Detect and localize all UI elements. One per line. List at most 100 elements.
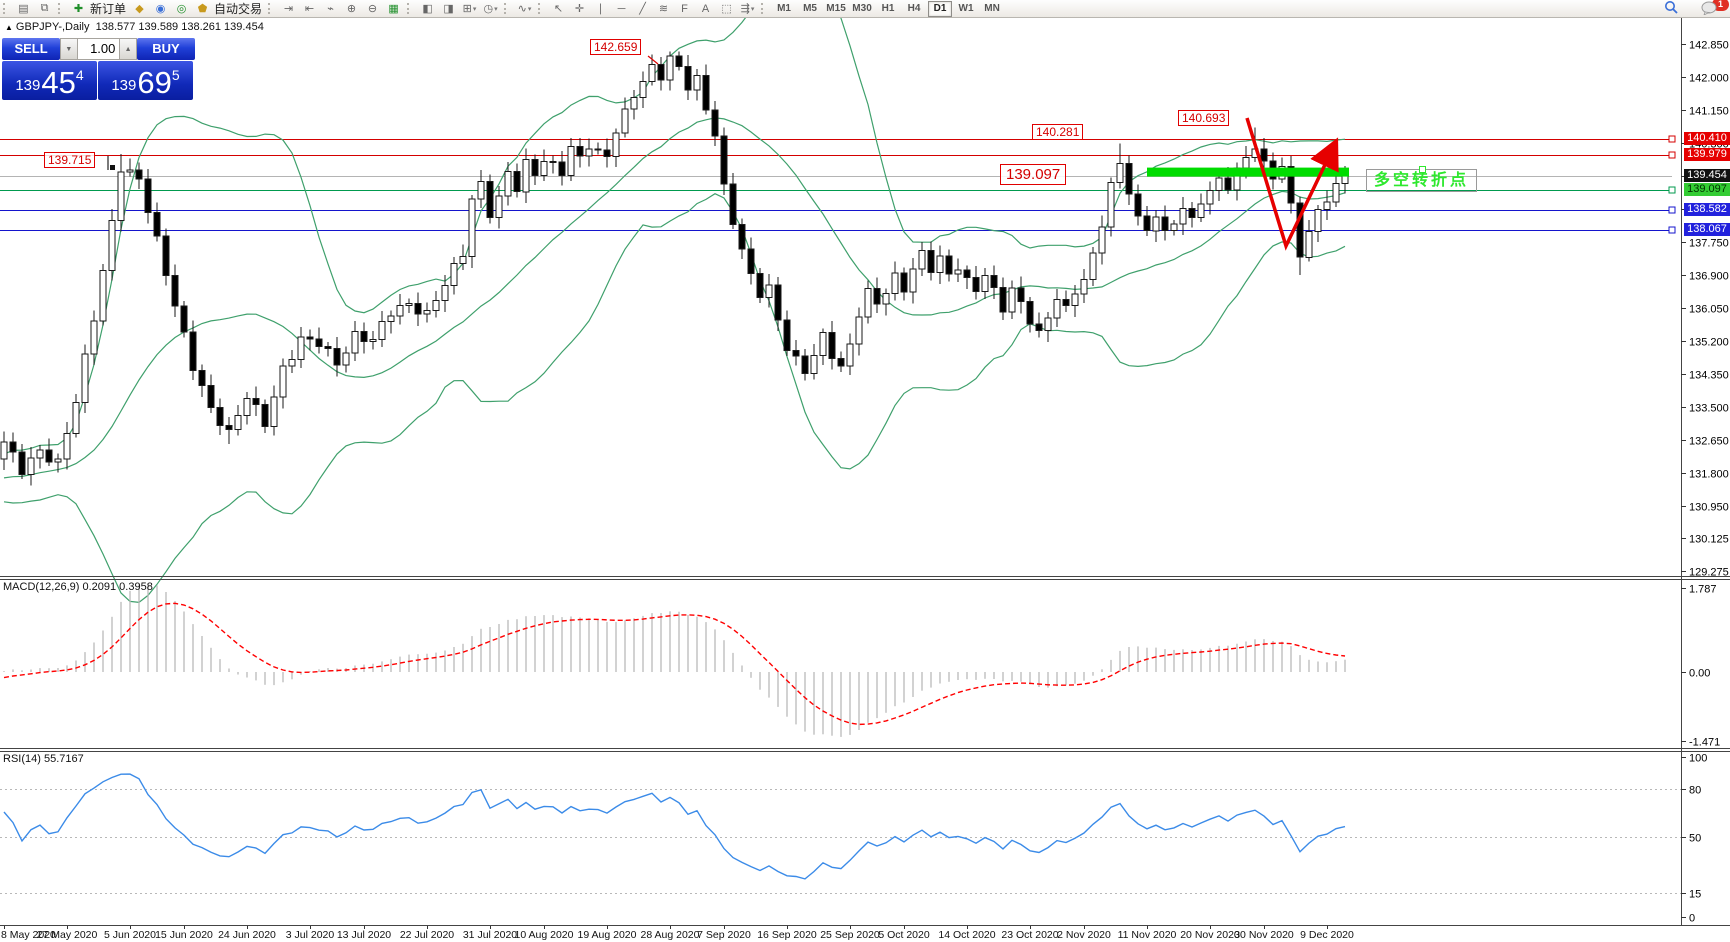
buy-button[interactable]: BUY (136, 38, 195, 60)
candles-layer (0, 51, 1349, 486)
chinese-text-annotation[interactable]: 多空转折点 (1366, 166, 1478, 192)
svg-text:5 Jun 2020: 5 Jun 2020 (104, 929, 156, 941)
svg-text:20 Nov 2020: 20 Nov 2020 (1180, 929, 1240, 941)
periods-menu-icon[interactable]: ◷ ▾ (483, 3, 498, 15)
chart-symbol-title: ▲ GBPJPY-,Daily 138.577 139.589 138.261 1… (5, 21, 264, 33)
svg-text:136.050: 136.050 (1689, 304, 1729, 316)
expert-advisors-icon[interactable]: ◉ (155, 3, 166, 15)
price-tag-138.067: 138.067 (1684, 223, 1730, 236)
new-chart-menu-icon[interactable]: ⊞ ▾ (462, 3, 477, 15)
price-tag-139.454: 139.454 (1684, 169, 1730, 182)
trendline-tool-icon[interactable]: ╱ (639, 3, 646, 15)
timeframe-H4[interactable]: H4 (907, 3, 921, 14)
sell-price-display[interactable]: 139 45 4 (2, 61, 97, 100)
svg-text:50: 50 (1689, 833, 1701, 845)
crosshair-tool-icon[interactable]: ✛ (574, 3, 585, 15)
cursor-tool-icon[interactable]: ↖ (553, 3, 564, 15)
auto-scroll-icon[interactable]: ⇥ (283, 3, 294, 15)
new-order-icon[interactable]: ✚ (73, 3, 84, 15)
eraser-icon[interactable]: ◆ (135, 3, 144, 15)
svg-text:0: 0 (1689, 913, 1695, 925)
chart-profiles-icon[interactable]: ⧉ (40, 2, 49, 14)
svg-text:134.350: 134.350 (1689, 370, 1729, 382)
price-annotation-139.715[interactable]: 139.715 (44, 152, 96, 168)
svg-text:133.500: 133.500 (1689, 403, 1729, 415)
svg-text:24 Jun 2020: 24 Jun 2020 (218, 929, 276, 941)
timeframe-M15[interactable]: M15 (826, 3, 846, 14)
macd-indicator-label: MACD(12,26,9) 0.2091 0.3958 (3, 581, 153, 593)
svg-text:132.650: 132.650 (1689, 436, 1729, 448)
new-chart-icon[interactable]: ▤ (18, 3, 29, 15)
horizontal-line-tool-icon[interactable]: ─ (617, 2, 626, 15)
signals-icon[interactable]: ◎ (176, 3, 187, 15)
chart-shift-icon[interactable]: ⇤ (304, 3, 315, 15)
bars-overlay-icon[interactable]: ⌁ (327, 3, 334, 15)
volume-decrease-button[interactable]: ▼ (60, 38, 78, 60)
price-tag-140.410: 140.410 (1684, 132, 1730, 145)
svg-text:15 Jun 2020: 15 Jun 2020 (155, 929, 213, 941)
svg-text:15: 15 (1689, 889, 1701, 901)
price-annotation-140.693[interactable]: 140.693 (1178, 110, 1230, 126)
arrows-menu-icon[interactable]: ⇶ ▾ (740, 3, 755, 15)
timeframe-M5[interactable]: M5 (803, 3, 817, 14)
bar-chart-mode-icon[interactable]: ◧ (422, 3, 433, 15)
svg-text:-1.471: -1.471 (1689, 737, 1720, 749)
svg-text:141.150: 141.150 (1689, 106, 1729, 118)
svg-text:28 Aug 2020: 28 Aug 2020 (641, 929, 700, 941)
svg-text:129.275: 129.275 (1689, 567, 1729, 579)
svg-text:135.200: 135.200 (1689, 337, 1729, 349)
timeframe-MN[interactable]: MN (984, 3, 1000, 14)
timeframe-M30[interactable]: M30 (852, 3, 872, 14)
drawn-annotations-layer[interactable] (107, 55, 1349, 251)
vertical-line-tool-icon[interactable]: ∣ (597, 3, 604, 15)
svg-text:136.900: 136.900 (1689, 271, 1729, 283)
svg-text:2 Nov 2020: 2 Nov 2020 (1057, 929, 1111, 941)
price-annotation-140.281[interactable]: 140.281 (1032, 124, 1084, 140)
zoom-in-icon[interactable]: ⊕ (346, 3, 357, 15)
svg-text:5 Oct 2020: 5 Oct 2020 (878, 929, 930, 941)
indicators-menu-icon[interactable]: ∿ ▾ (517, 3, 532, 15)
svg-text:100: 100 (1689, 753, 1707, 765)
search-icon[interactable] (1664, 1, 1685, 16)
volume-increase-button[interactable]: ▲ (119, 38, 137, 60)
sell-button[interactable]: SELL (2, 38, 61, 60)
svg-text:23 Oct 2020: 23 Oct 2020 (1001, 929, 1058, 941)
level-lines-layer[interactable] (0, 135, 1676, 234)
svg-text:27 May 2020: 27 May 2020 (37, 929, 98, 941)
candle-chart-mode-icon[interactable]: ◨ (443, 3, 454, 15)
svg-text:0.00: 0.00 (1689, 668, 1710, 680)
notifications-icon[interactable]: 1 (1701, 0, 1729, 16)
svg-text:80: 80 (1689, 785, 1701, 797)
text-label-tool-icon[interactable]: ⬚ (721, 3, 732, 15)
chart-window-icon: ▲ (5, 23, 13, 32)
zoom-out-icon[interactable]: ⊖ (367, 3, 378, 15)
price-tag-139.097: 139.097 (1684, 183, 1730, 196)
svg-text:31 Jul 2020: 31 Jul 2020 (463, 929, 517, 941)
svg-text:14 Oct 2020: 14 Oct 2020 (938, 929, 995, 941)
autotrading-icon[interactable]: ⬟ (197, 3, 208, 15)
price-annotation-142.659[interactable]: 142.659 (590, 39, 642, 55)
autotrading-label[interactable]: 自动交易 (214, 2, 263, 16)
notification-badge: 1 (1712, 0, 1729, 11)
volume-input[interactable]: 1.00 (77, 38, 120, 60)
green-highlight-bar (1147, 167, 1349, 177)
price-annotation-139.097[interactable]: 139.097 (1000, 164, 1067, 185)
svg-text:30 Nov 2020: 30 Nov 2020 (1234, 929, 1294, 941)
bollinger-bands (3, 0, 1346, 604)
svg-text:131.800: 131.800 (1689, 469, 1729, 481)
buy-price-display[interactable]: 139 69 5 (98, 61, 193, 100)
text-tool-icon[interactable]: A (701, 2, 710, 15)
svg-text:7 Sep 2020: 7 Sep 2020 (697, 929, 751, 941)
timeframe-D1[interactable]: D1 (928, 0, 953, 17)
channel-tool-icon[interactable]: ≋ (658, 3, 669, 15)
timeframe-M1[interactable]: M1 (777, 3, 791, 14)
svg-text:8 May 2020: 8 May 2020 (1, 929, 56, 941)
new-order-label[interactable]: 新订单 (90, 2, 127, 16)
svg-text:130.125: 130.125 (1689, 534, 1729, 546)
timeframe-W1[interactable]: W1 (958, 3, 974, 14)
tile-windows-icon[interactable]: ▦ (388, 3, 399, 15)
timeframe-H1[interactable]: H1 (881, 3, 895, 14)
axes-layer (0, 17, 1730, 929)
fibonacci-tool-icon[interactable]: F (681, 2, 688, 15)
